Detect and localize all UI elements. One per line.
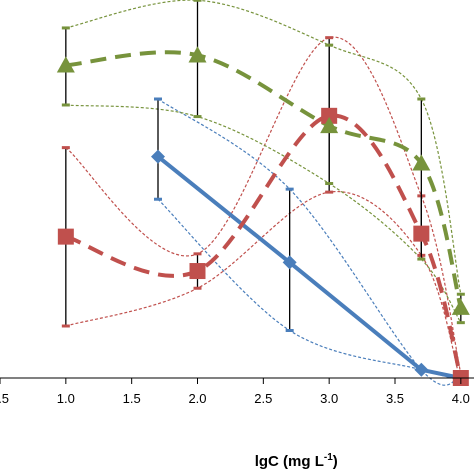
x-axis-title-superscript: -1 [324, 452, 333, 463]
data-point-triangle [56, 56, 75, 73]
data-point-triangle [451, 298, 470, 315]
x-axis-ticks: 0.5 1.0 1.5 2.0 2.5 3.0 3.5 4.0 [0, 378, 470, 406]
series-1-envelope [157, 98, 461, 386]
series-3-error-bars [61, 0, 465, 325]
data-point-diamond [151, 149, 165, 164]
plot-area [56, 0, 470, 386]
x-tick-label: 4.0 [452, 391, 470, 406]
data-point-diamond [414, 362, 429, 377]
series-1-upper-bound [157, 98, 461, 386]
data-point-square [57, 228, 74, 245]
x-axis-title: lgC (mg L-1) [255, 452, 338, 470]
series-3-envelope [65, 0, 462, 323]
x-tick-label: 2.0 [188, 391, 206, 406]
series-1-lower-bound [157, 198, 461, 381]
x-axis-title-close: ) [333, 453, 338, 470]
x-tick-label: 1.5 [123, 391, 141, 406]
x-tick-label: 1.0 [57, 391, 75, 406]
x-tick-label: 3.5 [386, 391, 404, 406]
series-1-line [156, 154, 463, 380]
data-point-triangle [412, 154, 431, 171]
data-point-square [189, 263, 206, 280]
series-2-error-bars [61, 36, 465, 384]
series-3-line [65, 50, 463, 309]
series-2-markers [57, 107, 469, 386]
x-tick-label: 0.5 [0, 391, 9, 406]
x-tick-label: 3.0 [320, 391, 338, 406]
data-point-triangle [188, 46, 207, 63]
series-2-envelope [65, 36, 462, 383]
series-2-line [65, 113, 463, 379]
data-point-square [321, 107, 338, 124]
data-point-triangle [320, 116, 339, 134]
x-axis-title-main: lgC (mg L [255, 453, 324, 470]
series-3-lower-bound [65, 104, 462, 323]
error-bar [154, 97, 162, 201]
data-point-square [413, 225, 430, 242]
data-point-diamond [282, 255, 297, 270]
x-tick-label: 2.5 [254, 391, 272, 406]
series-3-markers [56, 46, 470, 315]
